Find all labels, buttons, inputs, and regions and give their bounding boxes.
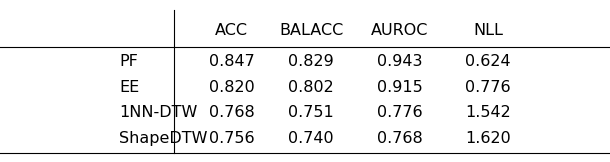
- Text: 1NN-DTW: 1NN-DTW: [119, 105, 197, 120]
- Text: 0.751: 0.751: [289, 105, 334, 120]
- Text: 0.624: 0.624: [465, 54, 511, 69]
- Text: ShapeDTW: ShapeDTW: [119, 131, 207, 145]
- Text: PF: PF: [119, 54, 138, 69]
- Text: 0.829: 0.829: [289, 54, 334, 69]
- Text: BALACC: BALACC: [279, 23, 343, 39]
- Text: EE: EE: [119, 80, 139, 95]
- Text: ACC: ACC: [215, 23, 248, 39]
- Text: 0.802: 0.802: [289, 80, 334, 95]
- Text: NLL: NLL: [473, 23, 503, 39]
- Text: 0.776: 0.776: [377, 105, 422, 120]
- Text: 0.740: 0.740: [289, 131, 334, 145]
- Text: 1.542: 1.542: [465, 105, 511, 120]
- Text: 0.776: 0.776: [465, 80, 511, 95]
- Text: 0.943: 0.943: [377, 54, 422, 69]
- Text: 0.756: 0.756: [209, 131, 254, 145]
- Text: 0.915: 0.915: [377, 80, 422, 95]
- Text: 1.620: 1.620: [465, 131, 511, 145]
- Text: 0.768: 0.768: [377, 131, 422, 145]
- Text: 0.847: 0.847: [209, 54, 255, 69]
- Text: 0.768: 0.768: [209, 105, 255, 120]
- Text: 0.820: 0.820: [209, 80, 255, 95]
- Text: AUROC: AUROC: [371, 23, 428, 39]
